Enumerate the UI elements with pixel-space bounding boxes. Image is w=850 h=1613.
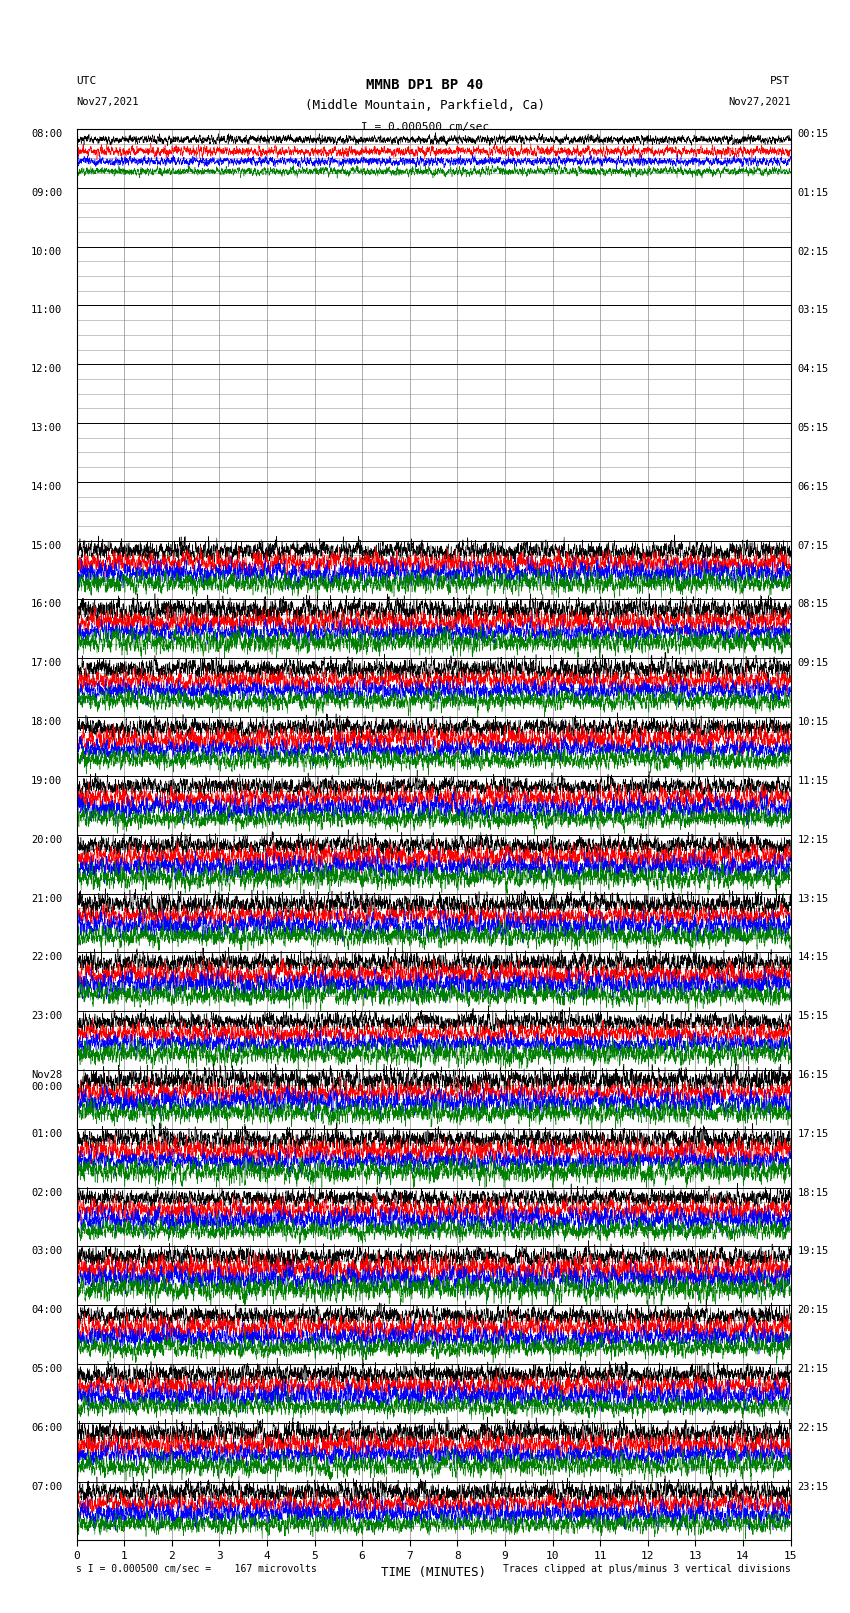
Text: PST: PST xyxy=(770,76,790,85)
Text: 02:00: 02:00 xyxy=(31,1187,62,1197)
Text: s I = 0.000500 cm/sec =    167 microvolts: s I = 0.000500 cm/sec = 167 microvolts xyxy=(76,1565,317,1574)
Text: 08:15: 08:15 xyxy=(797,600,829,610)
X-axis label: TIME (MINUTES): TIME (MINUTES) xyxy=(381,1566,486,1579)
Text: 08:00: 08:00 xyxy=(31,129,62,139)
Text: 07:15: 07:15 xyxy=(797,540,829,550)
Text: 17:15: 17:15 xyxy=(797,1129,829,1139)
Text: 05:00: 05:00 xyxy=(31,1365,62,1374)
Text: Nov27,2021: Nov27,2021 xyxy=(728,97,791,106)
Text: 21:00: 21:00 xyxy=(31,894,62,903)
Text: 17:00: 17:00 xyxy=(31,658,62,668)
Text: 20:00: 20:00 xyxy=(31,836,62,845)
Text: 15:00: 15:00 xyxy=(31,540,62,550)
Text: 11:00: 11:00 xyxy=(31,305,62,316)
Text: 03:15: 03:15 xyxy=(797,305,829,316)
Text: 12:15: 12:15 xyxy=(797,836,829,845)
Text: (Middle Mountain, Parkfield, Ca): (Middle Mountain, Parkfield, Ca) xyxy=(305,98,545,113)
Text: 06:15: 06:15 xyxy=(797,482,829,492)
Text: 20:15: 20:15 xyxy=(797,1305,829,1315)
Text: I = 0.000500 cm/sec: I = 0.000500 cm/sec xyxy=(361,123,489,132)
Text: 01:00: 01:00 xyxy=(31,1129,62,1139)
Text: UTC: UTC xyxy=(76,76,97,85)
Text: MMNB DP1 BP 40: MMNB DP1 BP 40 xyxy=(366,79,484,92)
Text: 22:00: 22:00 xyxy=(31,952,62,963)
Text: 04:15: 04:15 xyxy=(797,365,829,374)
Text: 22:15: 22:15 xyxy=(797,1423,829,1432)
Text: 00:15: 00:15 xyxy=(797,129,829,139)
Text: 19:00: 19:00 xyxy=(31,776,62,786)
Text: 23:15: 23:15 xyxy=(797,1482,829,1492)
Text: 23:00: 23:00 xyxy=(31,1011,62,1021)
Text: 05:15: 05:15 xyxy=(797,423,829,432)
Text: 13:15: 13:15 xyxy=(797,894,829,903)
Text: 14:15: 14:15 xyxy=(797,952,829,963)
Text: 14:00: 14:00 xyxy=(31,482,62,492)
Text: 18:00: 18:00 xyxy=(31,718,62,727)
Text: Traces clipped at plus/minus 3 vertical divisions: Traces clipped at plus/minus 3 vertical … xyxy=(502,1565,790,1574)
Text: 10:00: 10:00 xyxy=(31,247,62,256)
Text: 21:15: 21:15 xyxy=(797,1365,829,1374)
Text: 16:00: 16:00 xyxy=(31,600,62,610)
Text: 18:15: 18:15 xyxy=(797,1187,829,1197)
Text: Nov27,2021: Nov27,2021 xyxy=(76,97,139,106)
Text: 12:00: 12:00 xyxy=(31,365,62,374)
Text: 15:15: 15:15 xyxy=(797,1011,829,1021)
Text: 06:00: 06:00 xyxy=(31,1423,62,1432)
Text: 03:00: 03:00 xyxy=(31,1247,62,1257)
Text: 10:15: 10:15 xyxy=(797,718,829,727)
Text: 04:00: 04:00 xyxy=(31,1305,62,1315)
Text: Nov28
00:00: Nov28 00:00 xyxy=(31,1069,62,1092)
Text: 09:00: 09:00 xyxy=(31,187,62,198)
Text: 09:15: 09:15 xyxy=(797,658,829,668)
Text: 19:15: 19:15 xyxy=(797,1247,829,1257)
Text: 02:15: 02:15 xyxy=(797,247,829,256)
Text: 13:00: 13:00 xyxy=(31,423,62,432)
Text: 11:15: 11:15 xyxy=(797,776,829,786)
Text: 16:15: 16:15 xyxy=(797,1069,829,1081)
Text: 01:15: 01:15 xyxy=(797,187,829,198)
Text: 07:00: 07:00 xyxy=(31,1482,62,1492)
